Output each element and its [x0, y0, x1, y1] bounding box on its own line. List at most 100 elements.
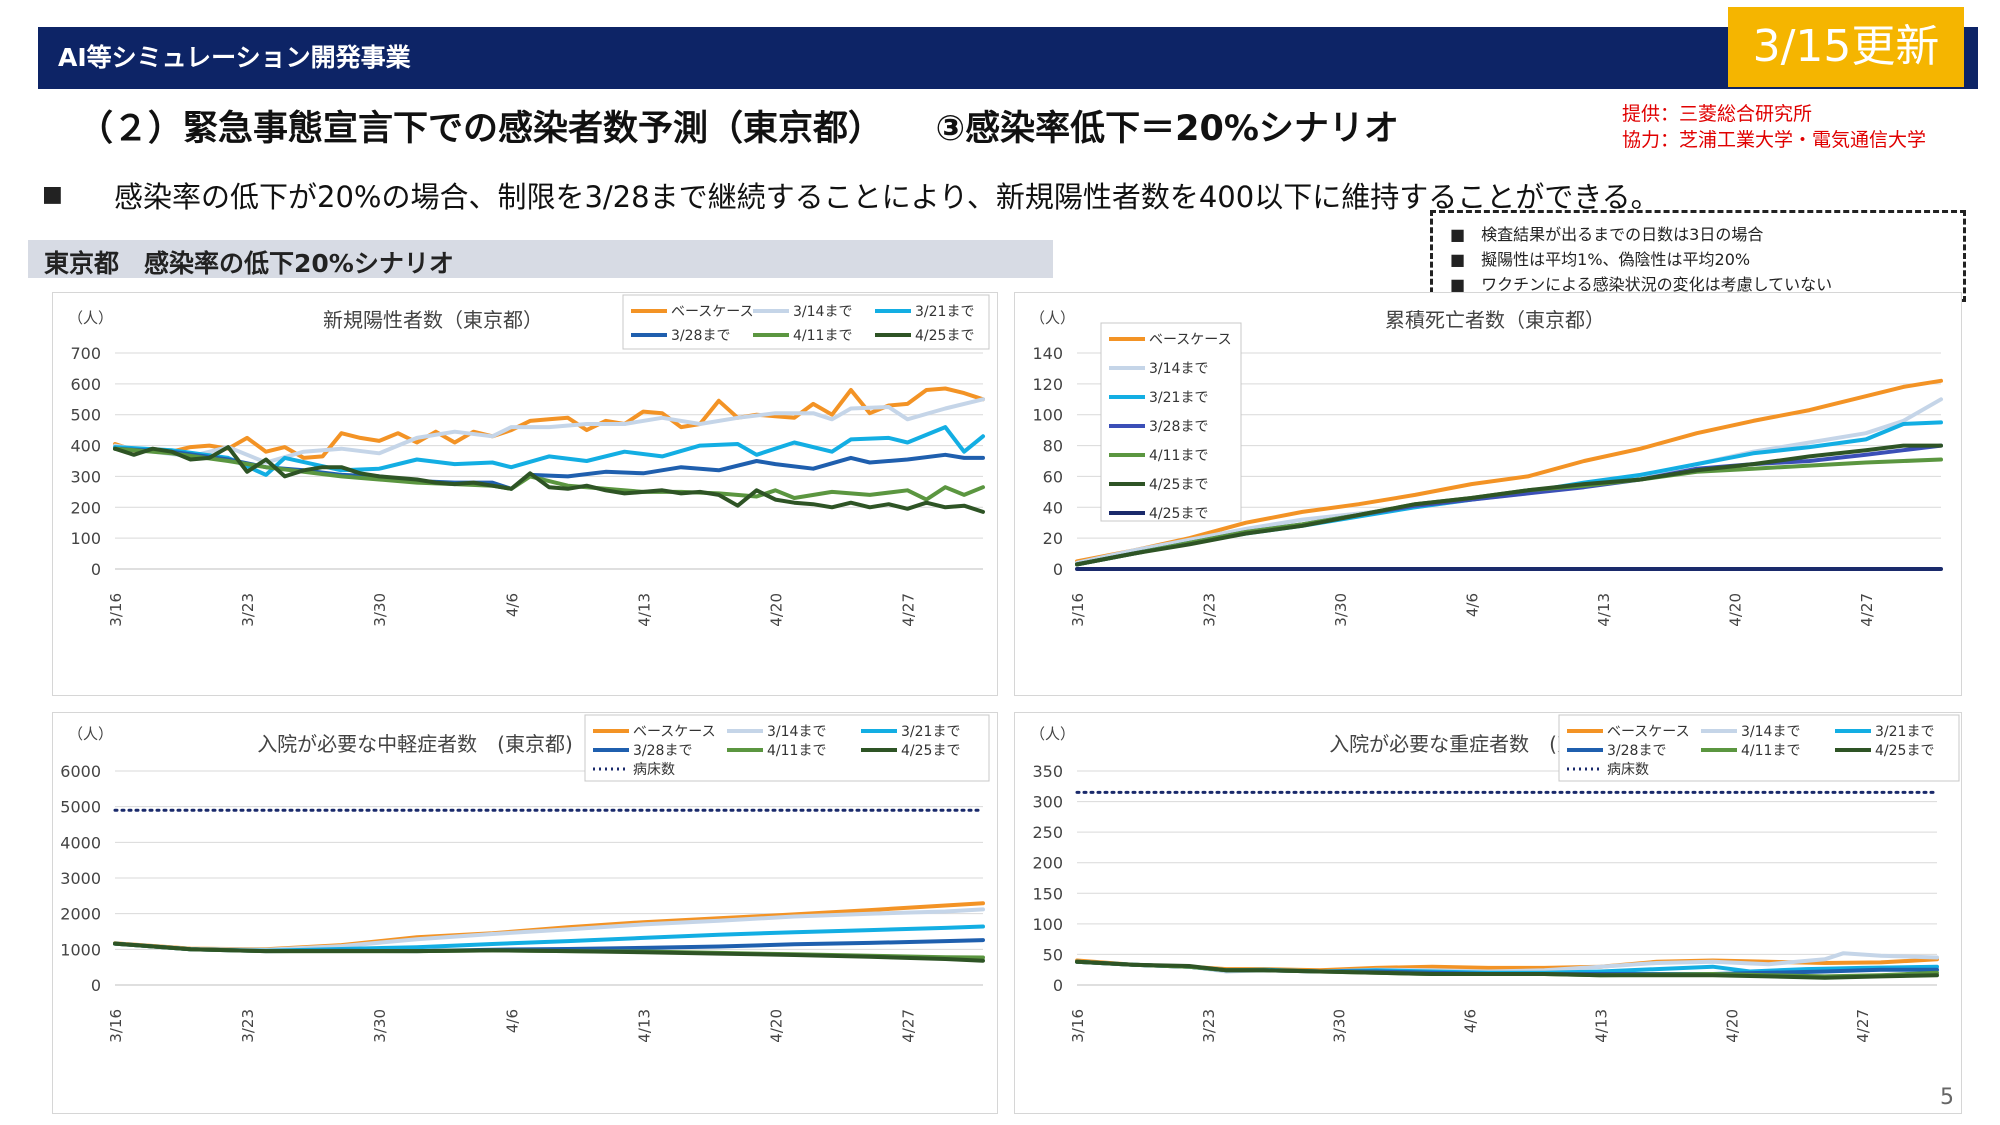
chart-cumulative-deaths: 0 20 40 60 80 100 120 140 3/16 3/23 3/30 4/6 4/13 4/2… — [1030, 308, 1943, 627]
x-tick-label: 4/27 — [900, 1009, 918, 1043]
legend-label: 4/11まで — [767, 743, 826, 759]
series-line — [1075, 959, 1939, 980]
x-tick-label: 4/27 — [1858, 593, 1876, 627]
legend-label: 3/28まで — [671, 328, 730, 344]
x-tick-label: 4/20 — [767, 1009, 785, 1043]
legend-label: 3/21まで — [915, 304, 974, 320]
x-tick-label: 3/23 — [1200, 1009, 1218, 1043]
y-tick-label: 700 — [70, 344, 101, 363]
x-tick-label: 3/30 — [371, 593, 389, 627]
legend-label: 3/21まで — [1875, 724, 1934, 740]
x-tick-label: 4/6 — [503, 1009, 521, 1033]
legend-label: 3/28まで — [1149, 419, 1208, 435]
legend-label: 3/14まで — [767, 724, 826, 740]
legend-box — [622, 294, 990, 350]
legend-label: 4/25まで — [1149, 506, 1208, 522]
y-tick-label: 100 — [70, 529, 101, 548]
legend-label: 4/11まで — [1149, 448, 1208, 464]
page-title: （２）緊急事態宣言下での感染者数予測（東京都） ③感染率低下＝20%シナリオ — [78, 109, 1399, 149]
y-tick-label: 40 — [1043, 498, 1063, 517]
y-tick-label: 300 — [70, 467, 101, 486]
y-axis-unit: （人） — [68, 725, 113, 743]
y-tick-label: 0 — [1053, 560, 1063, 579]
x-tick-label: 3/16 — [1069, 593, 1087, 627]
assumption-note: ■ ワクチンによる感染状況の変化は考慮していない — [1450, 275, 1833, 294]
legend-box — [1100, 322, 1242, 522]
y-tick-label: 0 — [91, 560, 101, 579]
y-axis-unit: （人） — [1030, 309, 1075, 327]
y-tick-label: 200 — [1032, 854, 1063, 873]
y-axis-unit: （人） — [68, 309, 113, 327]
series-line — [113, 445, 985, 514]
y-tick-label: 150 — [1032, 884, 1063, 903]
x-tick-label: 4/27 — [1854, 1009, 1872, 1043]
legend-label: 3/28まで — [1607, 743, 1666, 759]
legend-label: 3/14まで — [1741, 724, 1800, 740]
credit-cooperation: 協力：芝浦工業大学・電気通信大学 — [1622, 129, 1927, 151]
y-tick-label: 4000 — [60, 833, 101, 852]
y-tick-label: 60 — [1043, 467, 1063, 486]
x-tick-label: 4/6 — [1463, 593, 1481, 617]
y-tick-label: 400 — [70, 437, 101, 456]
update-badge: 3/15更新 — [1728, 7, 1964, 87]
x-tick-label: 4/27 — [900, 593, 918, 627]
y-axis-unit: （人） — [1030, 725, 1075, 743]
legend-label: 4/25まで — [1149, 477, 1208, 493]
x-tick-label: 3/23 — [239, 1009, 257, 1043]
series-line — [113, 941, 985, 963]
assumption-note: ■ 擬陽性は平均1%、偽陰性は平均20% — [1450, 250, 1751, 269]
summary-text: 感染率の低下が20%の場合、制限を3/28まで継続することにより、新規陽性者数を… — [114, 180, 1660, 214]
assumption-note: ■ 検査結果が出るまでの日数は3日の場合 — [1450, 225, 1764, 244]
legend-label: 4/25まで — [901, 743, 960, 759]
legend-label: 4/25まで — [1875, 743, 1934, 759]
legend-box — [584, 714, 990, 782]
y-tick-label: 200 — [70, 498, 101, 517]
legend-label: ベースケース — [1149, 332, 1232, 348]
chart-severe-hospitalized: 0 50 100 150 200 250 300 350 3/16 3/23 3/30 4/6 4/13… — [1030, 714, 1960, 1043]
y-tick-label: 50 — [1043, 945, 1063, 964]
y-tick-label: 6000 — [60, 762, 101, 781]
x-tick-label: 4/13 — [635, 1009, 653, 1043]
x-tick-label: 4/13 — [1595, 593, 1613, 627]
chart-new-positive-cases: 0 100 200 300 400 500 600 700 3/16 3/23 3/30 4/6 4/1… — [68, 294, 990, 627]
y-tick-label: 100 — [1032, 406, 1063, 425]
x-tick-label: 4/20 — [1723, 1009, 1741, 1043]
legend-label: ベースケース — [1607, 724, 1690, 740]
x-tick-label: 4/20 — [767, 593, 785, 627]
legend-label: 4/11まで — [793, 328, 852, 344]
y-tick-label: 140 — [1032, 344, 1063, 363]
y-tick-label: 100 — [1032, 915, 1063, 934]
y-tick-label: 1000 — [60, 940, 101, 959]
legend-label: 4/25まで — [915, 328, 974, 344]
y-tick-label: 120 — [1032, 375, 1063, 394]
header-bar — [38, 27, 1978, 89]
x-tick-label: 4/20 — [1726, 593, 1744, 627]
y-tick-label: 3000 — [60, 869, 101, 888]
x-tick-label: 3/23 — [239, 593, 257, 627]
series-line — [1075, 443, 1943, 567]
y-tick-label: 5000 — [60, 798, 101, 817]
legend-box — [1558, 714, 1960, 782]
series-line — [113, 425, 985, 477]
x-tick-label: 3/30 — [371, 1009, 389, 1043]
x-tick-label: 4/6 — [1462, 1009, 1480, 1033]
series-line — [113, 386, 985, 460]
chart-panel-severe-hospitalized: 0 50 100 150 200 250 300 350 3/16 3/23 3/30 4/6 4/13… — [1014, 712, 1962, 1114]
legend-label: 3/14まで — [793, 304, 852, 320]
y-tick-label: 300 — [1032, 793, 1063, 812]
x-tick-label: 3/16 — [1069, 1009, 1087, 1043]
chart-title: 累積死亡者数（東京都） — [1385, 308, 1605, 332]
series-line — [113, 397, 985, 465]
y-tick-label: 80 — [1043, 437, 1063, 456]
page-number: 5 — [1940, 1085, 1954, 1110]
y-tick-label: 0 — [1053, 976, 1063, 995]
y-tick-label: 600 — [70, 375, 101, 394]
y-tick-label: 250 — [1032, 823, 1063, 842]
x-tick-label: 3/30 — [1332, 593, 1350, 627]
x-tick-label: 4/13 — [635, 593, 653, 627]
x-tick-label: 3/23 — [1200, 593, 1218, 627]
bullet-marker: ■ — [42, 182, 63, 207]
y-tick-label: 350 — [1032, 762, 1063, 781]
y-tick-label: 20 — [1043, 529, 1063, 548]
legend-label: ベースケース — [671, 304, 754, 320]
